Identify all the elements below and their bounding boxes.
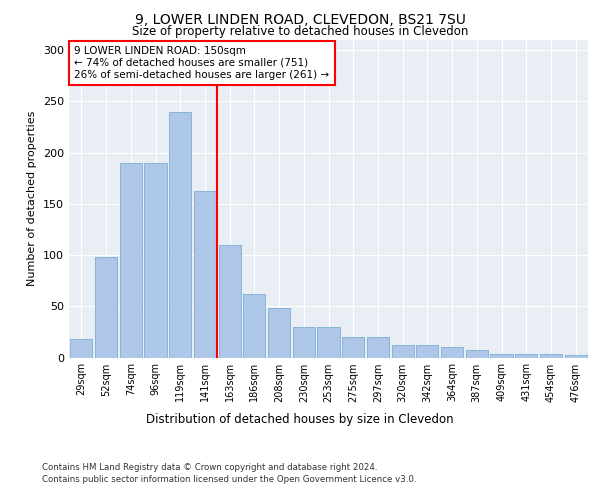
Text: Contains public sector information licensed under the Open Government Licence v3: Contains public sector information licen… — [42, 475, 416, 484]
Bar — [565, 356, 587, 358]
Bar — [490, 354, 512, 358]
Bar — [342, 337, 364, 357]
Bar — [268, 308, 290, 358]
Bar — [515, 354, 538, 358]
Text: Contains HM Land Registry data © Crown copyright and database right 2024.: Contains HM Land Registry data © Crown c… — [42, 462, 377, 471]
Bar — [317, 327, 340, 358]
Bar — [441, 348, 463, 358]
Bar — [540, 354, 562, 358]
Text: 9 LOWER LINDEN ROAD: 150sqm
← 74% of detached houses are smaller (751)
26% of se: 9 LOWER LINDEN ROAD: 150sqm ← 74% of det… — [74, 46, 329, 80]
Bar — [243, 294, 265, 358]
Text: Distribution of detached houses by size in Clevedon: Distribution of detached houses by size … — [146, 412, 454, 426]
Text: Size of property relative to detached houses in Clevedon: Size of property relative to detached ho… — [132, 25, 468, 38]
Bar — [367, 337, 389, 357]
Text: 9, LOWER LINDEN ROAD, CLEVEDON, BS21 7SU: 9, LOWER LINDEN ROAD, CLEVEDON, BS21 7SU — [134, 12, 466, 26]
Bar — [70, 339, 92, 357]
Bar — [119, 163, 142, 358]
Bar — [392, 345, 414, 358]
Bar — [466, 350, 488, 358]
Bar — [145, 163, 167, 358]
Bar — [416, 345, 439, 358]
Bar — [218, 245, 241, 358]
Bar — [169, 112, 191, 358]
Bar — [95, 257, 117, 358]
Y-axis label: Number of detached properties: Number of detached properties — [28, 111, 37, 286]
Bar — [194, 190, 216, 358]
Bar — [293, 327, 315, 358]
